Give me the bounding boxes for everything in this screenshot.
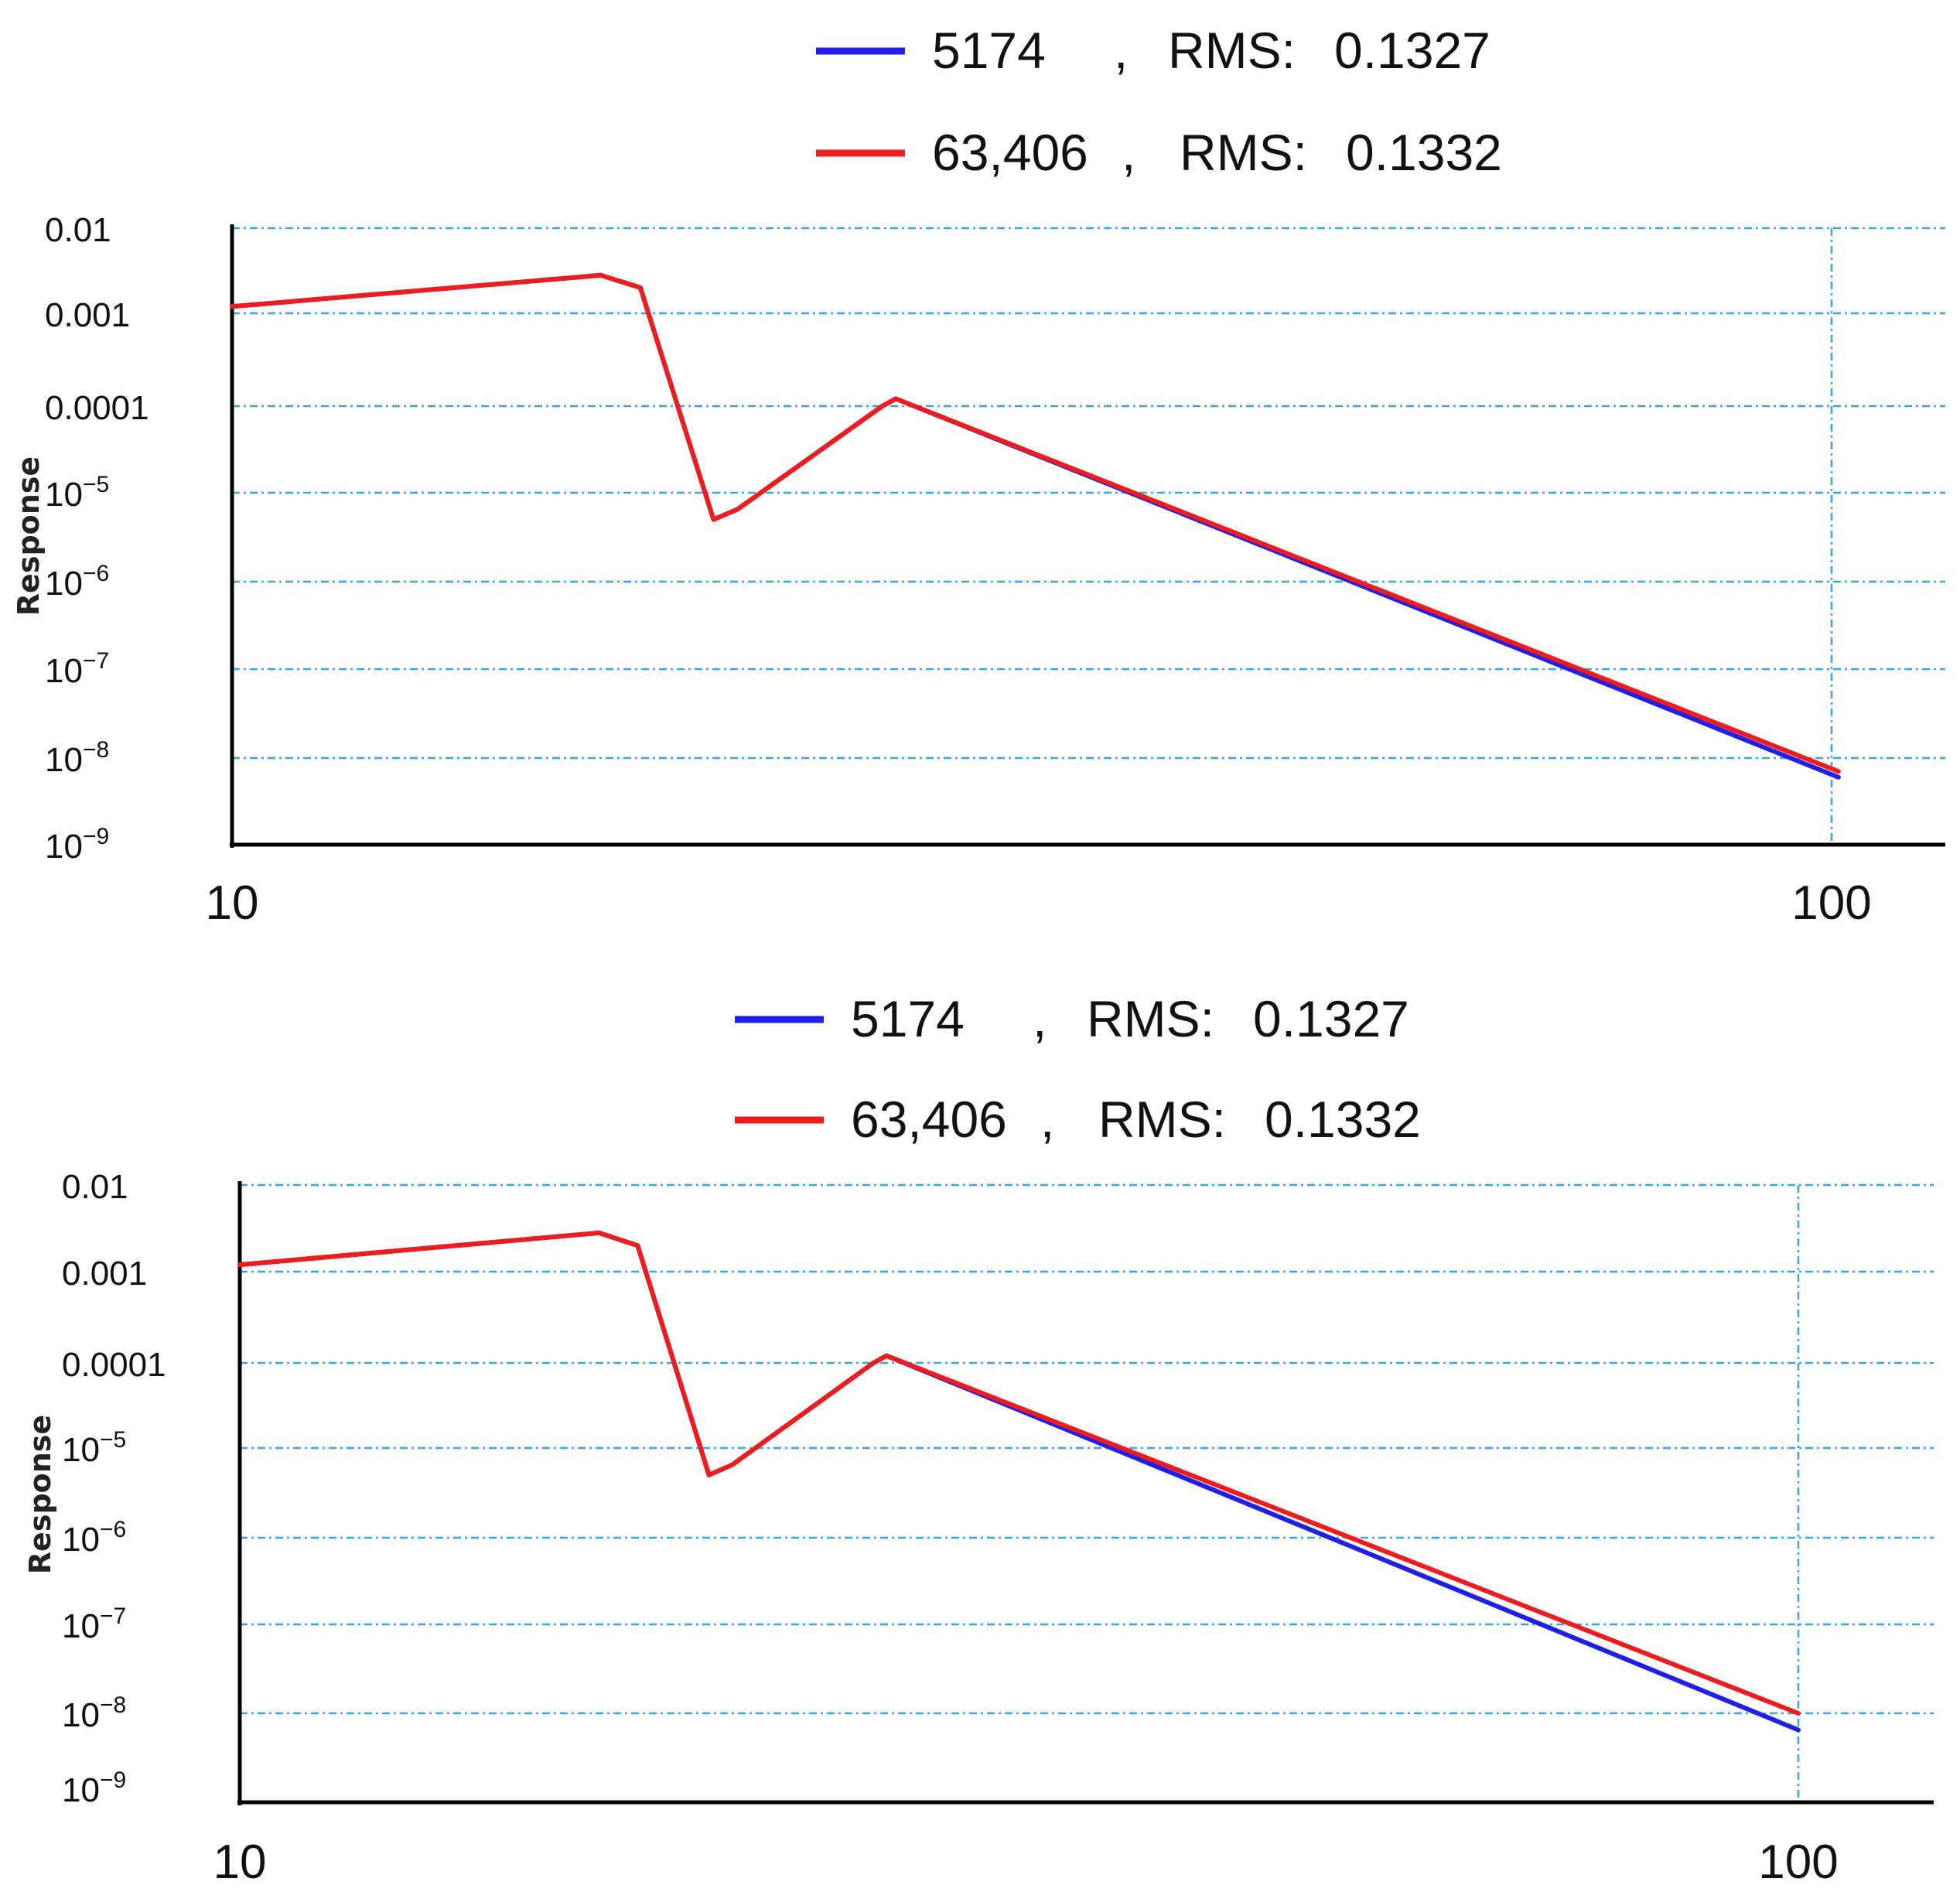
legend-entry: 63,406, RMS: 0.1332 [851, 1091, 1421, 1148]
series-line-1 [230, 272, 1841, 780]
y-tick-label: 10−5 [45, 472, 109, 514]
y-tick-label: 10−6 [45, 561, 109, 603]
y-tick-label: 0.01 [62, 1168, 128, 1206]
y-axis-label: Response [12, 456, 46, 616]
y-tick-label: 10−5 [62, 1427, 126, 1469]
series-line-2 [230, 272, 1841, 774]
legend-entry: 5174, RMS: 0.1327 [851, 990, 1409, 1047]
series-line-1 [237, 1230, 1801, 1733]
y-tick-label: 10−8 [62, 1692, 126, 1734]
series-line-2 [237, 1230, 1801, 1716]
y-tick-label: 10−7 [62, 1603, 126, 1645]
y-tick-label: 10−8 [45, 737, 109, 779]
legend-entry: 63,406, RMS: 0.1332 [932, 124, 1502, 181]
y-tick-label: 10−9 [62, 1767, 126, 1809]
y-tick-label: 10−9 [45, 824, 109, 866]
chart-2: 0.01 0.001 0.0001 10−5 10−6 10−7 10−8 10−9 10 100… [23, 990, 1934, 1889]
legend-entry: 5174, RMS: 0.1327 [932, 22, 1490, 79]
y-tick-label: 0.001 [62, 1255, 147, 1293]
y-tick-label: 10−7 [45, 648, 109, 690]
x-tick-label: 100 [1758, 1836, 1838, 1889]
chart-1: 0.01 0.001 0.0001 10−5 10−6 10−7 10−8 10−9 10 100… [12, 22, 1945, 930]
y-tick-label: 0.001 [45, 296, 130, 334]
y-tick-label: 0.0001 [45, 389, 149, 427]
y-tick-label: 0.0001 [62, 1346, 166, 1384]
y-tick-label: 10−6 [62, 1517, 126, 1559]
x-tick-label: 10 [213, 1836, 267, 1889]
y-tick-label: 0.01 [45, 211, 111, 249]
x-tick-label: 10 [206, 876, 259, 930]
y-axis-label: Response [23, 1415, 57, 1574]
x-tick-label: 100 [1791, 876, 1871, 930]
